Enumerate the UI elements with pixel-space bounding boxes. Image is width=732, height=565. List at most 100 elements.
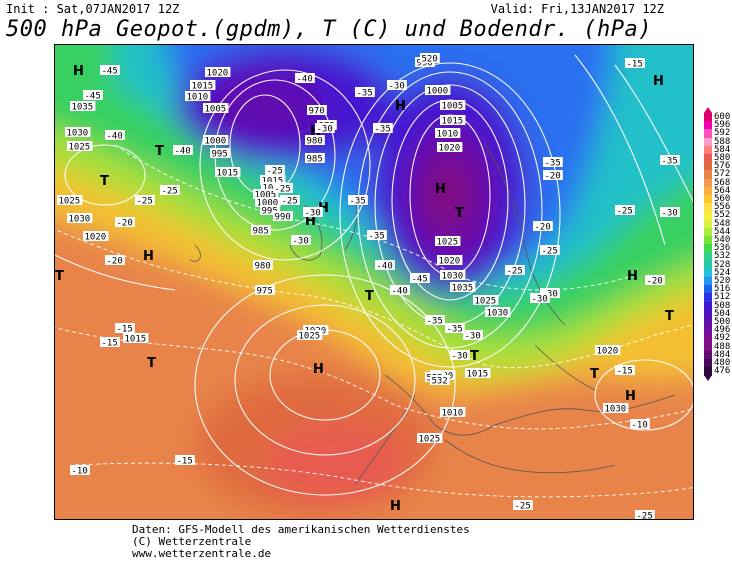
temperature-label-text: -35 [350, 197, 366, 207]
temperature-label-text: -15 [177, 457, 193, 467]
legend-row: 580 [700, 153, 732, 164]
pressure-label-box [273, 211, 293, 221]
temperature-label: -25 [635, 510, 655, 519]
temperature-label: -25 [135, 195, 155, 207]
pressure-label-box [435, 236, 461, 246]
pressure-label-box [437, 255, 463, 265]
legend-swatch [704, 236, 712, 245]
pressure-label-text: 990 [275, 213, 291, 223]
pressure-label: 1015 [190, 80, 216, 92]
temperature-label: -15 [100, 337, 120, 349]
legend-swatch [704, 301, 712, 311]
temperature-label-text: -35 [545, 159, 561, 169]
pressure-label-text: 1010 [442, 409, 464, 419]
temperature-label-text: -20 [545, 172, 561, 182]
low-marker: T [55, 269, 64, 284]
temperature-label-box [135, 195, 155, 205]
pressure-label-box [307, 105, 327, 115]
legend-label: 496 [714, 325, 731, 336]
pressure-label: 1020 [437, 255, 463, 267]
pressure-label: 990 [273, 211, 293, 223]
pressure-label-text: 1020 [439, 144, 461, 154]
pressure-label-box [297, 330, 323, 340]
legend-label: 564 [714, 185, 731, 196]
pressure-label: 1020 [205, 67, 231, 79]
pressure-label-text: 1015 [467, 370, 489, 380]
temperature-label: -20 [645, 275, 665, 287]
temperature-label-text: -45 [85, 92, 101, 102]
pressure-label-text: 1035 [72, 103, 94, 113]
map-title: 500 hPa Geopot.(gpdm), T (C) und Bodendr… [6, 17, 653, 42]
pressure-label-text: 1005 [255, 191, 277, 201]
temperature-label: -20 [533, 221, 553, 233]
pressure-label-text: 1000 [205, 137, 227, 147]
geopotential-label: 532 [430, 375, 450, 387]
legend-row: 520 [700, 276, 732, 287]
legend-row: 504 [700, 309, 732, 320]
temperature-label: -20 [115, 217, 135, 229]
pressure-label: 1005 [253, 189, 279, 201]
temperature-label-text: -40 [392, 287, 408, 297]
temperature-label-text: -30 [293, 237, 309, 247]
pressure-label-text: 1000 [427, 87, 449, 97]
legend-row: 512 [700, 292, 732, 303]
temperature-label-box [100, 65, 120, 75]
pressure-label-box [425, 85, 451, 95]
temperature-label-box [540, 288, 560, 298]
temperature-label-box [543, 170, 563, 180]
pressure-label-box [203, 103, 229, 113]
pressure-label-text: 1015 [442, 117, 464, 127]
legend-row: 588 [700, 137, 732, 148]
pressure-label: 1010 [440, 407, 466, 419]
temperature-label-box [445, 323, 465, 333]
pressure-label-text: 1000 [257, 199, 279, 209]
legend-swatch [704, 211, 712, 221]
temperature-label: -35 [543, 157, 563, 169]
temperature-label-box [70, 465, 90, 475]
legend-swatch [704, 195, 712, 204]
pressure-label-box [440, 100, 466, 110]
temperature-label-box [635, 510, 655, 519]
high-marker: H [143, 249, 154, 264]
temperature-label-box [280, 195, 300, 205]
legend-swatch [704, 154, 712, 163]
legend-row: 508 [700, 301, 732, 312]
pressure-label: 1025 [67, 141, 93, 153]
temperature-label: -30 [660, 207, 680, 219]
legend-swatch [704, 326, 712, 335]
legend-label: 536 [714, 243, 731, 254]
pressure-label-box [603, 403, 629, 413]
temperature-label: -25 [513, 500, 533, 512]
geopotential-label-box [430, 375, 450, 385]
low-marker: T [365, 289, 374, 304]
legend-label: 488 [714, 341, 731, 352]
temperature-label-text: -15 [102, 339, 118, 349]
legend-label: 544 [714, 226, 731, 237]
temperature-label: -10 [70, 465, 90, 477]
temperature-label-box [348, 195, 368, 205]
legend-row: 592 [700, 128, 732, 139]
legend-swatch [704, 252, 712, 262]
footer-url[interactable]: www.wetterzentrale.de [132, 547, 272, 560]
legend-swatch [704, 350, 712, 360]
pressure-label-text: 1005 [205, 105, 227, 115]
temperature-label-box [410, 273, 430, 283]
pressure-label-text: 1030 [605, 405, 627, 415]
legend-label: 572 [714, 169, 731, 180]
pressure-label-box [595, 345, 621, 355]
pressure-label-box [417, 433, 443, 443]
temperature-label-box [115, 217, 135, 227]
pressure-label-box [465, 368, 491, 378]
pressure-label: 1025 [417, 433, 443, 445]
geopotential-label: 520 [420, 53, 440, 65]
pressure-label: 1000 [425, 85, 451, 97]
pressure-label: 985 [251, 225, 271, 237]
temperature-label-text: -25 [282, 197, 298, 207]
high-marker: H [625, 389, 636, 404]
legend-swatch [704, 277, 712, 286]
pressure-label-box [440, 270, 466, 280]
pressure-label-box [205, 67, 231, 77]
pressure-label-text: 1030 [487, 309, 509, 319]
temperature-label: -30 [463, 330, 483, 342]
temperature-label-box [615, 365, 635, 375]
